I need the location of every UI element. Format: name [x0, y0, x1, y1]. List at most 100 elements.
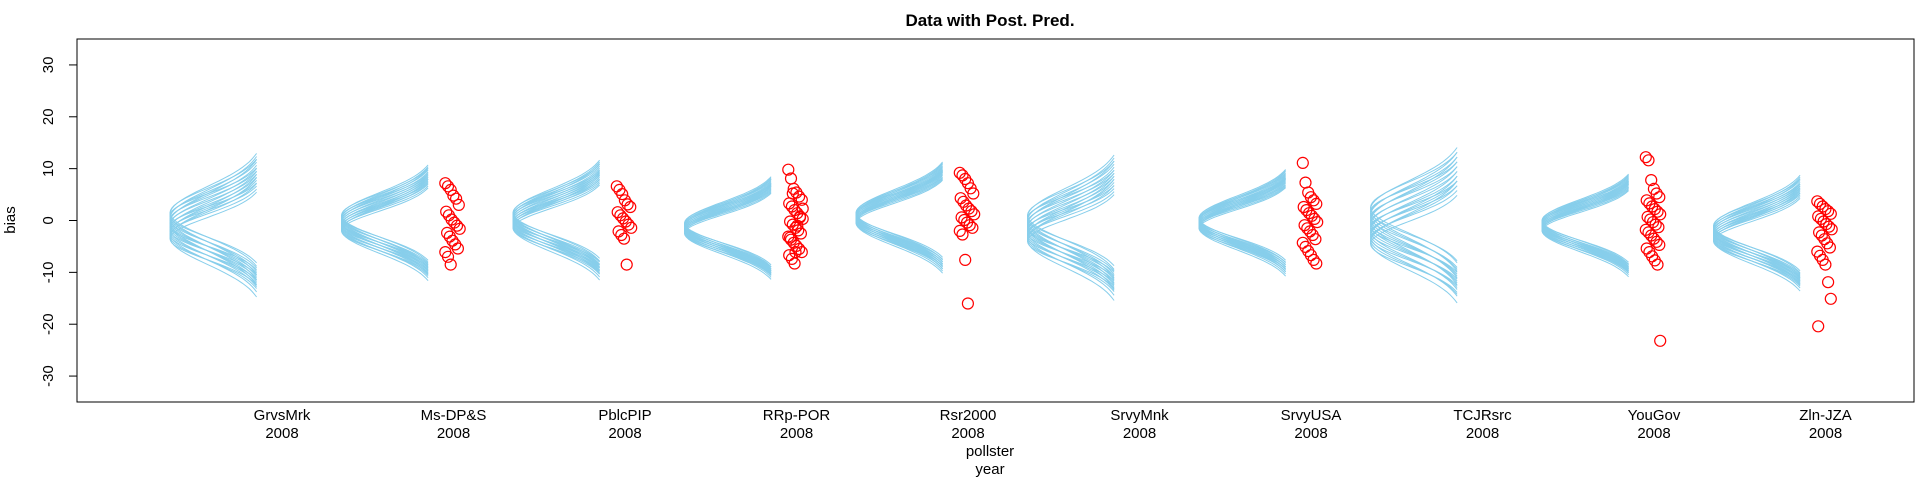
x-axis-label-pollster: pollster: [966, 443, 1014, 460]
x-tick-label-pollster: Rsr2000: [940, 407, 997, 424]
chart-title: Data with Post. Pred.: [905, 11, 1074, 30]
data-point: [622, 218, 635, 231]
post-pred-curve: [1369, 161, 1458, 277]
post-pred-curve: [683, 181, 772, 272]
post-pred-curve: [683, 179, 772, 268]
data-point: [954, 192, 967, 205]
post-pred-curve: [1369, 166, 1458, 268]
data-point: [782, 163, 795, 176]
data-point: [1301, 222, 1314, 235]
data-point: [789, 246, 802, 259]
data-point: [1821, 205, 1835, 218]
data-point: [1310, 197, 1323, 210]
data-point: [1651, 205, 1664, 218]
data-point: [612, 225, 625, 238]
data-point: [796, 202, 809, 215]
data-point: [783, 249, 796, 262]
data-point: [956, 228, 969, 241]
data-point: [953, 224, 966, 237]
data-point: [959, 253, 972, 266]
data-point: [616, 188, 629, 201]
data-point: [1311, 216, 1324, 229]
data-point: [1812, 320, 1825, 333]
x-axis-label-year: year: [975, 461, 1004, 478]
x-tick-label-pollster: YouGov: [1628, 407, 1681, 424]
data-point: [1815, 229, 1828, 242]
x-tick-label-pollster: TCJRsrc: [1453, 407, 1512, 424]
data-point: [440, 205, 453, 218]
data-point: [792, 242, 806, 256]
post-pred-curve: [855, 165, 943, 261]
data-point: [1824, 292, 1837, 305]
data-point: [1307, 194, 1320, 207]
data-point: [620, 258, 633, 271]
x-tick-label-year: 2008: [265, 425, 298, 442]
x-tick-label-pollster: Zln-JZA: [1799, 407, 1852, 424]
data-point: [793, 211, 807, 224]
post-pred-curve: [1026, 160, 1115, 270]
x-tick-label-year: 2008: [951, 425, 984, 442]
post-pred-curve: [512, 164, 600, 262]
x-axis: GrvsMrk2008Ms-DP&S2008PblcPIP2008RRp-POR…: [254, 407, 1852, 442]
post-pred-curve: [1712, 194, 1801, 279]
data-point: [1308, 212, 1321, 225]
data-point: [441, 180, 455, 193]
post-pred-curve: [1198, 174, 1286, 268]
data-point: [621, 198, 634, 211]
y-tick-label: -20: [40, 313, 57, 335]
data-point: [1819, 258, 1832, 271]
data-point: [795, 193, 808, 206]
data-point: [444, 258, 457, 271]
data-point: [1825, 223, 1838, 236]
data-point: [1640, 242, 1653, 255]
y-axis-label: bias: [2, 206, 19, 234]
post-pred-curve: [1026, 166, 1115, 281]
data-point: [452, 198, 465, 211]
x-tick-label-pollster: PblcPIP: [598, 407, 651, 424]
x-tick-label-year: 2008: [1466, 425, 1499, 442]
x-tick-label-year: 2008: [1294, 425, 1327, 442]
data-point: [1645, 174, 1658, 187]
post-pred-curve: [1712, 181, 1801, 280]
post-pred-curve: [169, 158, 257, 267]
data-point: [963, 219, 976, 232]
x-tick-label-pollster: RRp-POR: [763, 407, 831, 424]
data-point: [783, 231, 797, 244]
data-point: [1307, 253, 1320, 266]
post-pred-curve: [169, 164, 257, 277]
data-point: [1653, 191, 1666, 204]
posterior-predictive-curves: [169, 147, 1801, 304]
data-point: [957, 195, 970, 208]
data-point: [795, 246, 808, 259]
data-point: [1822, 220, 1836, 233]
data-point: [785, 200, 799, 213]
post-pred-curve: [1369, 185, 1458, 280]
y-axis: 30 20 10 0 -10 -20 -30: [40, 57, 78, 387]
data-point: [792, 224, 805, 237]
x-tick-label-year: 2008: [780, 425, 813, 442]
post-pred-curve: [340, 171, 429, 269]
y-tick-label: -30: [40, 365, 57, 387]
post-pred-curve: [169, 185, 257, 276]
data-point: [610, 180, 623, 193]
data-point: [1639, 151, 1652, 164]
x-tick-label-pollster: Ms-DP&S: [421, 407, 487, 424]
x-tick-label-year: 2008: [608, 425, 641, 442]
data-point: [968, 208, 981, 221]
data-point: [1309, 233, 1322, 246]
x-tick-label-year: 2008: [1637, 425, 1670, 442]
data-point: [1821, 276, 1835, 289]
data-point: [615, 228, 628, 242]
data-point: [956, 169, 969, 182]
post-pred-curve: [855, 167, 943, 265]
data-point: [451, 242, 464, 255]
data-point: [791, 219, 804, 232]
post-pred-curve: [1198, 172, 1286, 264]
data-point: [439, 177, 452, 190]
post-pred-curve: [1541, 176, 1629, 265]
x-tick-label-pollster: GrvsMrk: [254, 407, 311, 424]
post-pred-curve: [1369, 151, 1458, 264]
data-point: [794, 227, 808, 240]
data-point: [1299, 176, 1312, 189]
